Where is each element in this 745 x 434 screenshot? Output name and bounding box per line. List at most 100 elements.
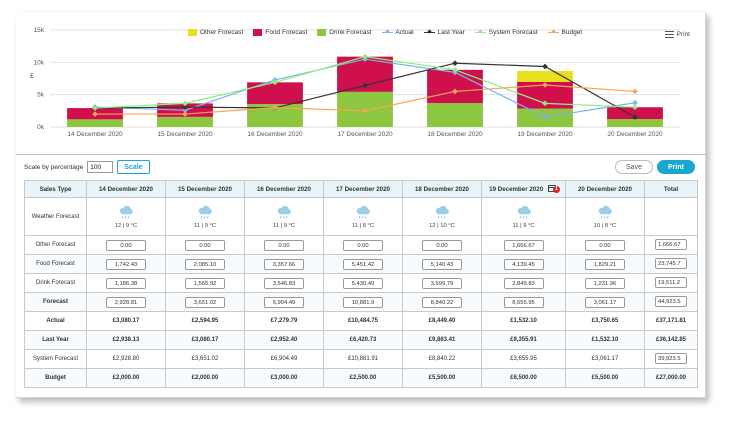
legend-item[interactable]: System Forecast [474, 29, 538, 36]
scale-button[interactable]: Scale [117, 160, 150, 174]
print-button[interactable]: Print [657, 160, 695, 174]
chart-print-menu[interactable]: Print [664, 31, 690, 38]
x-tick-label: 20 December 2020 [607, 131, 663, 138]
table-row: Other Forecast 0.00 0.00 0.00 0.00 0.00 1,666.… [24, 235, 698, 255]
legend-swatch [188, 28, 197, 36]
x-tick-label: 18 December 2020 [427, 131, 483, 138]
value-cell: 2,085.10 [165, 254, 245, 274]
value-input[interactable]: 3,651.02 [185, 296, 225, 308]
total-input[interactable]: 19,511.2 [655, 276, 687, 288]
table-row: Actual £3,080.17 £2,594.95 £7,279.79 £10,484… [24, 311, 698, 331]
header-total: Total [644, 180, 698, 198]
value-cell: £5,500.00 [402, 368, 482, 388]
value-input[interactable]: 5,430.49 [343, 277, 383, 289]
total-cell: £37,171.81 [644, 311, 698, 331]
value-input[interactable]: 0.00 [422, 239, 462, 251]
chart-print-label[interactable]: Print [676, 31, 690, 38]
value-input[interactable]: 5,451.42 [343, 258, 383, 270]
value-input[interactable]: 0.00 [106, 239, 146, 251]
value-cell: £1,532.10 [565, 330, 645, 350]
legend-item[interactable]: Budget [547, 29, 582, 36]
value-cell: £2,000.00 [165, 368, 245, 388]
value-input[interactable]: 1,186.38 [106, 277, 146, 289]
row-label: System Forecast [24, 349, 87, 369]
value-input[interactable]: 3,061.17 [585, 296, 625, 308]
series-point [182, 111, 188, 117]
value-cell: 1,231.96 [565, 273, 645, 293]
value-input[interactable]: 2,928.81 [106, 296, 146, 308]
temperature-text: 11 | 9 °C [512, 222, 535, 229]
value-input[interactable]: 2,085.10 [185, 258, 225, 270]
total-input[interactable]: 23,745.7 [655, 257, 687, 269]
y-tick-label: 0k [37, 124, 45, 131]
chart-divider [16, 154, 706, 155]
value-cell: £3,080.17 [86, 311, 166, 331]
header-date: 15 December 2020 [165, 180, 245, 198]
value-input[interactable]: 1,742.43 [106, 258, 146, 270]
value-input[interactable]: 3,546.83 [264, 277, 304, 289]
header-date-flagged: 19 December 2020 1 [481, 180, 566, 198]
value-cell: £3,000.00 [244, 368, 324, 388]
table-row: Forecast 2,928.81 3,651.02 6,904.49 10,881.9… [24, 292, 698, 312]
scale-percentage-input[interactable] [87, 161, 114, 173]
temperature-text: 10 | 8 °C [593, 222, 617, 229]
value-input[interactable]: 0.00 [585, 239, 625, 251]
hamburger-menu-icon[interactable] [664, 31, 674, 38]
series-point [92, 105, 98, 111]
row-label: Forecast [24, 292, 87, 312]
value-input[interactable]: 8,840.22 [422, 296, 462, 308]
value-cell: 1,742.43 [86, 254, 166, 274]
value-cell: £2,500.00 [323, 368, 403, 388]
value-cell: 5,140.43 [402, 254, 482, 274]
sales-table: Sales Type 14 December 2020 15 December … [24, 180, 698, 388]
value-cell: £10,484.75 [323, 311, 403, 331]
value-input[interactable]: 0.00 [343, 239, 383, 251]
weather-block: 11 | 9 °C [168, 205, 242, 229]
value-cell: 4,139.45 [481, 254, 566, 274]
value-input[interactable]: 3,699.79 [422, 277, 462, 289]
legend-item[interactable]: Other Forecast [188, 28, 243, 36]
value-input[interactable]: 2,849.83 [503, 277, 544, 289]
weather-forecast-row: Weather Forecast 12 | 9 °C 11 | 9 °C 11 | … [24, 197, 698, 236]
table-header-row: Sales Type 14 December 2020 15 December … [24, 180, 698, 198]
value-input[interactable]: 4,139.45 [503, 258, 544, 270]
series-point [452, 88, 458, 95]
row-label: Budget [24, 368, 87, 388]
value-cell: £8,449.40 [402, 311, 482, 331]
value-input[interactable]: 10,881.9 [343, 296, 383, 308]
value-input[interactable]: 1,829.21 [585, 258, 625, 270]
value-cell: 5,430.49 [323, 273, 403, 293]
total-input[interactable]: 39,923.5 [655, 352, 687, 364]
header-date-label: 19 December 2020 [489, 185, 544, 193]
forecast-chart: 0k 5k 10k 15k £14 December 2020 15 December 2… [16, 12, 706, 152]
series-point [542, 82, 548, 88]
value-input[interactable]: 1,231.96 [585, 277, 625, 289]
total-input[interactable]: 1,666.67 [655, 238, 687, 250]
save-button[interactable]: Save [615, 160, 653, 174]
action-buttons: Save Print [615, 160, 695, 174]
legend-item[interactable]: Food Forecast [253, 28, 307, 36]
value-input[interactable]: 1,565.92 [185, 277, 225, 289]
value-input[interactable]: 6,904.49 [264, 296, 304, 308]
legend-item[interactable]: Drink Forecast [317, 28, 372, 36]
legend-item[interactable]: Last Year [423, 29, 465, 36]
value-cell: £6,904.49 [244, 349, 324, 369]
value-input[interactable]: 0.00 [185, 239, 225, 251]
value-cell: £3,061.17 [565, 349, 645, 369]
x-tick-label: 16 December 2020 [247, 131, 303, 138]
value-input[interactable]: 3,357.66 [264, 258, 304, 270]
weather-block: 10 | 8 °C [568, 205, 642, 229]
value-cell: 0.00 [244, 235, 324, 255]
legend-item[interactable]: Actual [381, 29, 414, 36]
value-cell: 1,666.67 [481, 235, 566, 255]
value-input[interactable]: 8,655.95 [503, 296, 544, 308]
total-input[interactable]: 44,923.5 [655, 295, 687, 307]
value-input[interactable]: 0.00 [264, 239, 304, 251]
value-input[interactable]: 5,140.43 [422, 258, 462, 270]
series-point [542, 100, 548, 107]
x-tick-label: 19 December 2020 [517, 131, 573, 138]
series-point [542, 63, 548, 70]
forecast-chart-svg: 0k 5k 10k 15k £14 December 2020 15 December 2… [30, 27, 680, 138]
notification-badge[interactable]: 1 [547, 184, 560, 195]
value-input[interactable]: 1,666.67 [503, 239, 544, 251]
